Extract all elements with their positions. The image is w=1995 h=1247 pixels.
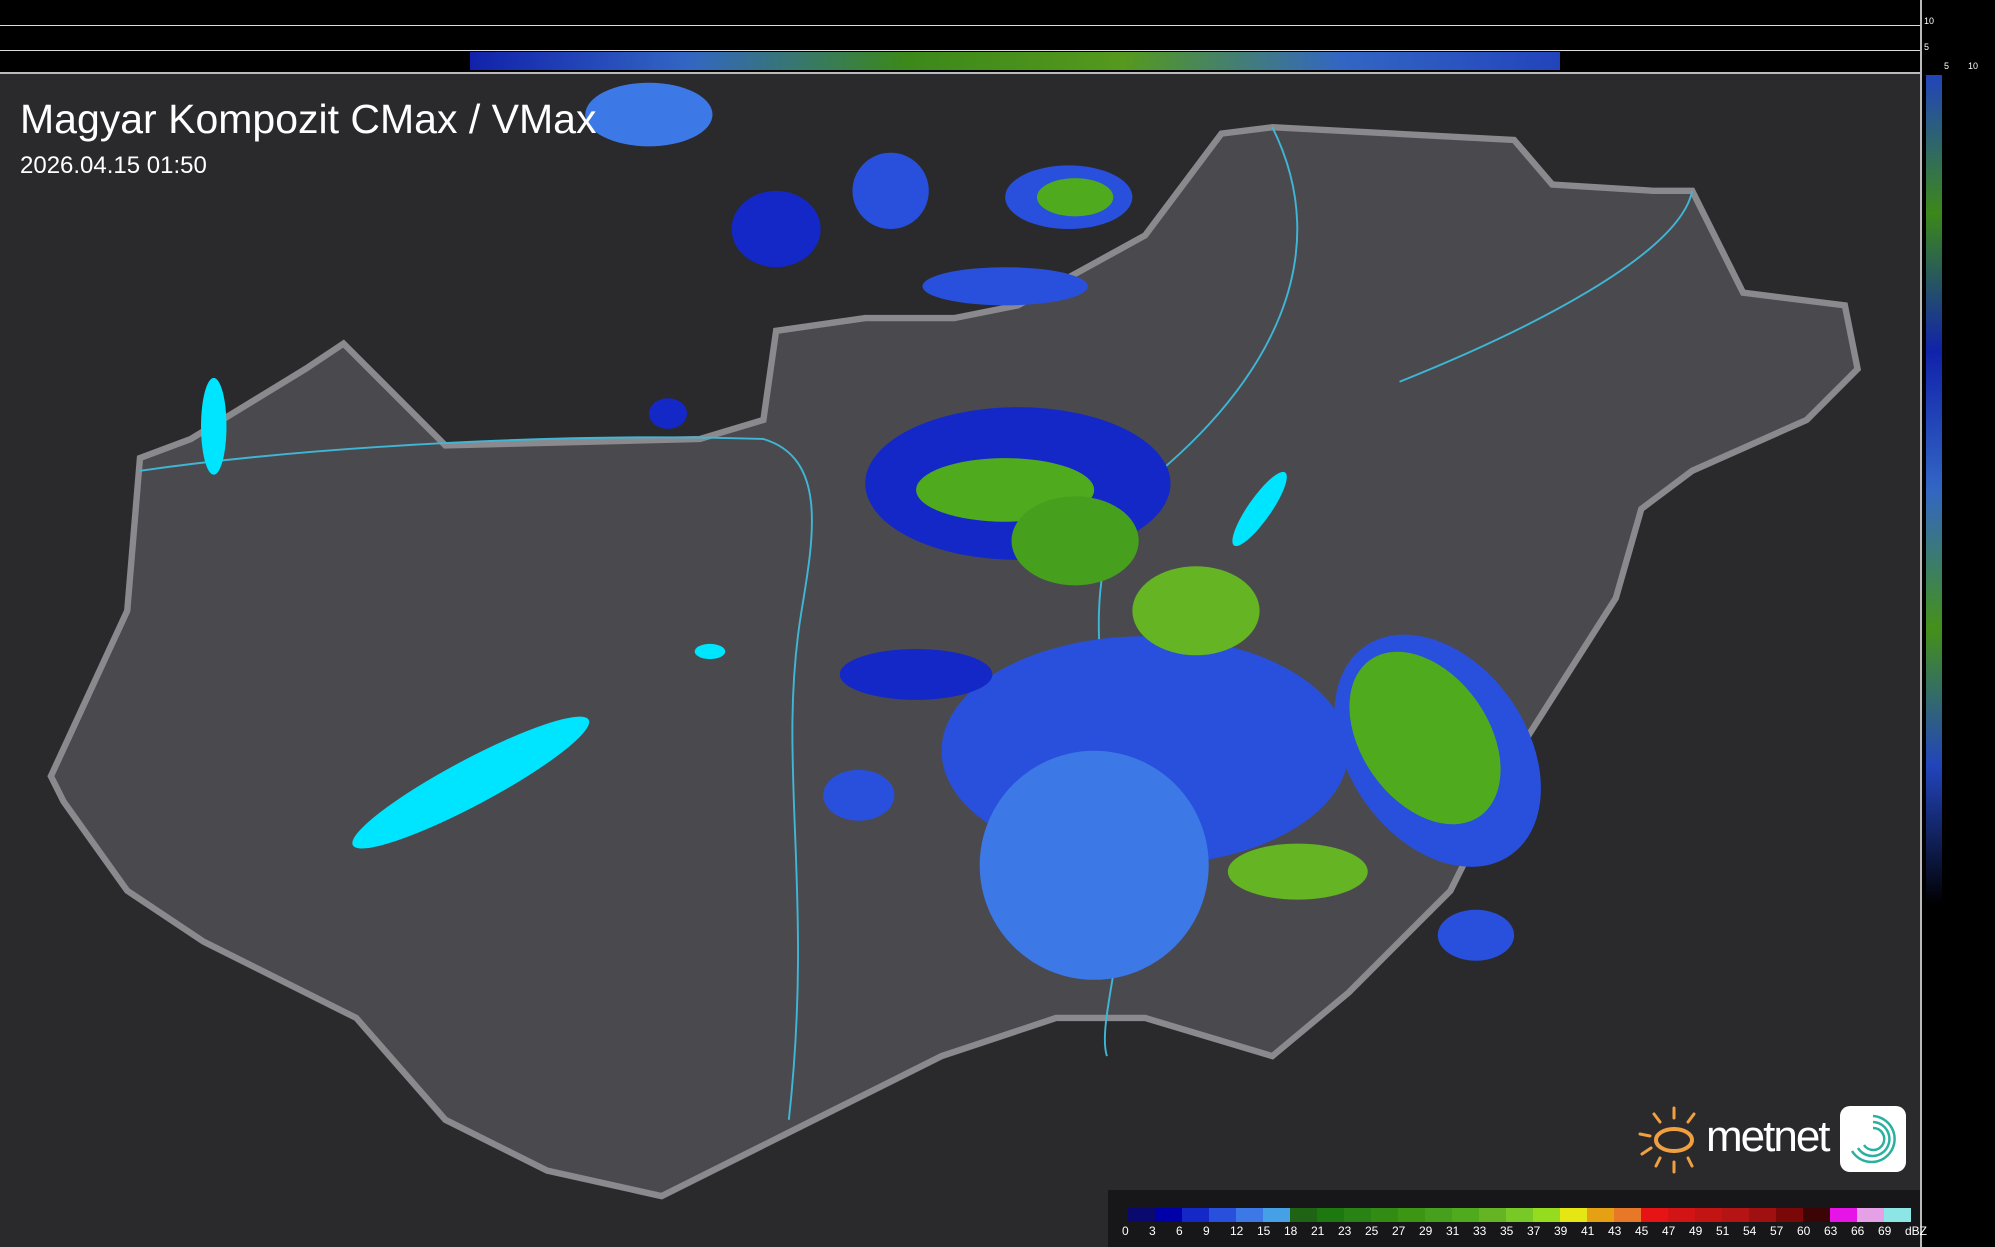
legend-swatch (1155, 1208, 1182, 1222)
legend-swatches (1128, 1208, 1911, 1222)
legend-swatch (1830, 1208, 1857, 1222)
legend-swatch (1425, 1208, 1452, 1222)
legend-label: 41 (1581, 1224, 1595, 1238)
legend-swatch (1857, 1208, 1884, 1222)
legend-label: 66 (1851, 1224, 1865, 1238)
sun-logo-icon (1638, 1106, 1696, 1174)
legend-swatch (1803, 1208, 1830, 1222)
legend-swatch (1533, 1208, 1560, 1222)
legend-label: 69 (1878, 1224, 1892, 1238)
metnet-logo: metnet (1636, 1104, 1908, 1174)
legend-label: 0 (1122, 1224, 1129, 1238)
legend-swatch (1479, 1208, 1506, 1222)
swirl-logo-icon (1840, 1106, 1906, 1172)
legend-swatch (1182, 1208, 1209, 1222)
legend-label: 12 (1230, 1224, 1244, 1238)
legend-label: 63 (1824, 1224, 1838, 1238)
legend-swatch (1263, 1208, 1290, 1222)
legend-label: 25 (1365, 1224, 1379, 1238)
legend-swatch (1884, 1208, 1911, 1222)
legend-label: 47 (1662, 1224, 1676, 1238)
legend-swatch (1371, 1208, 1398, 1222)
vertical-profile-strip (1920, 0, 1995, 1247)
profile-gridline (0, 25, 1920, 26)
legend-label: 6 (1176, 1224, 1183, 1238)
dbz-color-legend: 0 3 6 9 12 15 18 21 23 25 27 29 31 33 35 37 39 41 43 45 47 49… (1108, 1190, 1927, 1247)
legend-label: 9 (1203, 1224, 1210, 1238)
lake-neusiedl (201, 377, 227, 475)
legend-label: 51 (1716, 1224, 1730, 1238)
precipitation-echoes (585, 82, 1541, 980)
legend-swatch (1668, 1208, 1695, 1222)
legend-label: 29 (1419, 1224, 1433, 1238)
legend-label: 31 (1446, 1224, 1460, 1238)
legend-swatch (1641, 1208, 1668, 1222)
legend-label: 23 (1338, 1224, 1352, 1238)
profile-echo-band (470, 52, 1560, 70)
legend-swatch (1452, 1208, 1479, 1222)
lake-velence (694, 643, 726, 660)
legend-label: 18 (1284, 1224, 1298, 1238)
lake-tisza (1232, 471, 1287, 547)
legend-label: 35 (1500, 1224, 1514, 1238)
legend-label: 37 (1527, 1224, 1541, 1238)
legend-swatch (1776, 1208, 1803, 1222)
legend-label: 54 (1743, 1224, 1757, 1238)
legend-swatch (1614, 1208, 1641, 1222)
legend-label: 15 (1257, 1224, 1271, 1238)
legend-label: 45 (1635, 1224, 1649, 1238)
legend-label: 43 (1608, 1224, 1622, 1238)
legend-labels: 0 3 6 9 12 15 18 21 23 25 27 29 31 33 35 37 39 41 43 45 47 49… (1122, 1224, 1932, 1238)
right-axis-tick: 5 (1944, 61, 1950, 71)
legend-swatch (1398, 1208, 1425, 1222)
lakes (201, 377, 1287, 849)
legend-label: 33 (1473, 1224, 1487, 1238)
top-axis-tick: 5 (1924, 42, 1930, 52)
map-area[interactable] (0, 72, 1922, 1247)
legend-swatch (1749, 1208, 1776, 1222)
legend-label: 49 (1689, 1224, 1703, 1238)
lake-balaton (352, 716, 590, 849)
legend-swatch (1290, 1208, 1317, 1222)
legend-swatch (1317, 1208, 1344, 1222)
top-axis-tick: 10 (1924, 16, 1935, 26)
legend-swatch (1722, 1208, 1749, 1222)
profile-echo-band (1926, 75, 1942, 905)
profile-gridline (0, 50, 1920, 51)
legend-label: 39 (1554, 1224, 1568, 1238)
legend-swatch (1344, 1208, 1371, 1222)
legend-swatch (1128, 1208, 1155, 1222)
map-timestamp: 2026.04.15 01:50 (20, 152, 207, 179)
legend-swatch (1506, 1208, 1533, 1222)
legend-label: 60 (1797, 1224, 1811, 1238)
legend-label: 27 (1392, 1224, 1406, 1238)
legend-swatch (1587, 1208, 1614, 1222)
legend-swatch (1209, 1208, 1236, 1222)
legend-label: 21 (1311, 1224, 1325, 1238)
legend-swatch (1560, 1208, 1587, 1222)
horizontal-profile-strip (0, 0, 1920, 74)
right-axis-tick: 10 (1968, 61, 1979, 71)
map-title: Magyar Kompozit CMax / VMax (20, 96, 597, 142)
legend-swatch (1695, 1208, 1722, 1222)
legend-label: 57 (1770, 1224, 1784, 1238)
legend-label: 3 (1149, 1224, 1156, 1238)
legend-swatch (1236, 1208, 1263, 1222)
legend-unit: dBZ (1905, 1224, 1928, 1238)
logo-text: metnet (1706, 1112, 1831, 1161)
